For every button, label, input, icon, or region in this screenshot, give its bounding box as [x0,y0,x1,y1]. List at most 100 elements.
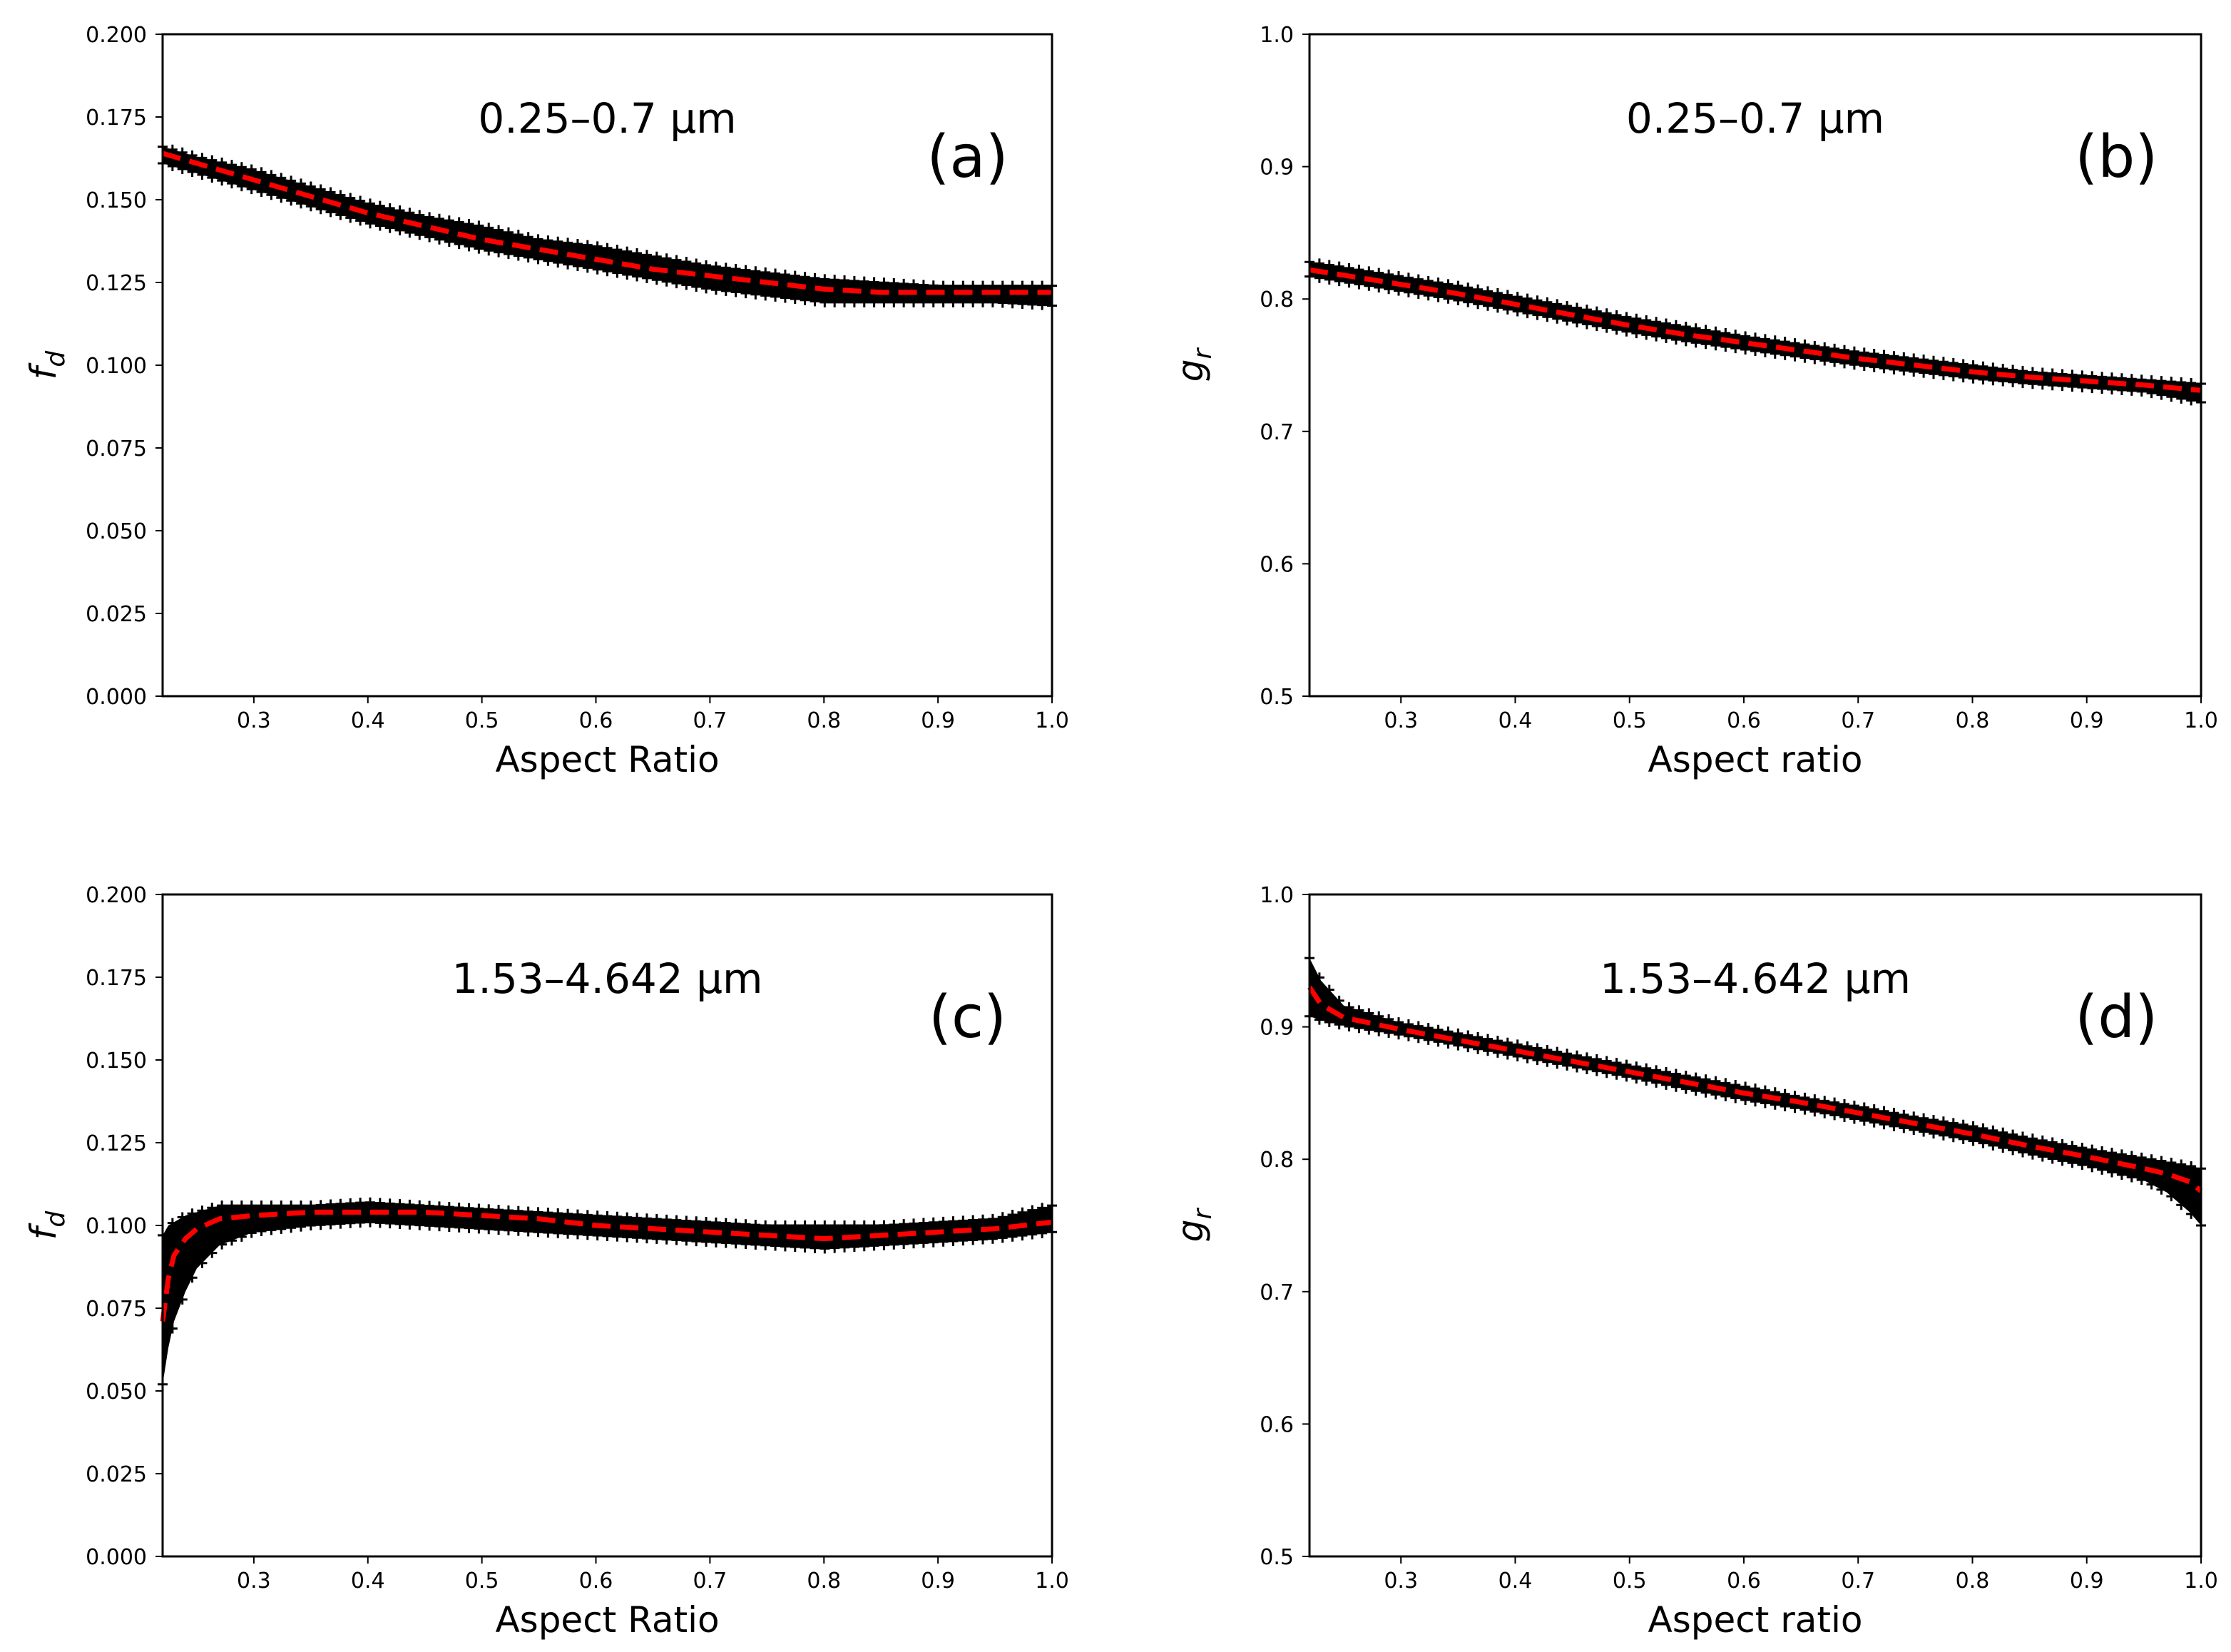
panel-a-sample-marker-53-0 [681,257,692,267]
panel-b-sample-marker-57-1 [1869,362,1879,372]
panel-d-xtick-label-7: 1.0 [2184,1569,2218,1594]
panel-a-sample-marker-15-1 [305,201,316,212]
panel-c-marks [158,1197,1057,1390]
panel-c-sample-marker-85-1 [997,1233,1008,1243]
panel-b-sample-marker-4-1 [1344,277,1354,288]
panel-c-xtick-label-0: 0.3 [237,1569,271,1594]
panel-b-sample-marker-24-1 [1542,312,1553,322]
panel-c-sample-marker-39-1 [543,1228,553,1238]
panel-d-sample-marker-26-0 [1562,1049,1573,1059]
panel-c-sample-marker-48-1 [632,1233,643,1243]
panel-a-sample-marker-35-0 [503,227,514,238]
panel-c-ytick-label-0: 0.000 [86,1545,147,1570]
panel-c-ytick-label-1: 0.025 [86,1462,147,1487]
panel-d-xtick-label-4: 0.7 [1841,1569,1875,1594]
panel-a-sample-marker-44-1 [592,264,603,275]
panel-c-sample-marker-25-0 [404,1199,415,1210]
panel-b-sample-marker-34-1 [1641,330,1652,340]
panel-d-xtick-label-2: 0.5 [1613,1569,1647,1594]
panel-d-sample-marker-11-0 [1413,1021,1424,1031]
panel-a-sample-marker-12-1 [276,193,287,203]
panel-c-ylabel-sub: d [41,1210,71,1228]
panel-d-sample-marker-63-0 [1929,1114,1939,1125]
panel-d-sample-marker-71-0 [2008,1129,2018,1140]
panel-c-sample-marker-81-1 [958,1235,969,1246]
panel-a-sample-marker-9-0 [246,164,257,175]
panel-a-xtick-label-1: 0.4 [351,708,385,733]
panel-d-sample-marker-48-0 [1780,1088,1790,1099]
panel-b-sample-marker-25-1 [1552,313,1563,324]
panel-c-sample-marker-89-0 [1037,1203,1048,1213]
panel-a-sample-marker-80-1 [948,297,959,307]
panel-c-sample-marker-38-1 [533,1227,543,1238]
panel-b-sample-marker-87-0 [2166,377,2177,387]
panel-c-sample-marker-31-1 [464,1223,474,1233]
panel-d-sample-marker-61-1 [1909,1124,1919,1135]
panel-c-sample-marker-83-1 [978,1234,989,1245]
panel-d-sample-marker-86-0 [2156,1156,2167,1166]
panel-c-sample-marker-72-0 [869,1220,879,1230]
panel-d-sample-marker-83-0 [2126,1151,2137,1161]
panel-d-sample-marker-30-0 [1601,1056,1612,1066]
panel-b-sample-marker-26-1 [1562,315,1573,326]
panel-d-sample-marker-67-1 [1968,1136,1979,1146]
panel-d-ytick-label-4: 0.9 [1260,1016,1294,1041]
panel-d-sample-marker-26-1 [1562,1060,1573,1071]
panel-b-sample-marker-53-1 [1829,357,1840,367]
panel-b-sample-marker-53-0 [1829,343,1840,354]
panel-b-sample-marker-18-1 [1483,300,1493,311]
panel-c-sample-marker-20-0 [355,1198,366,1208]
panel-a: 0.3 0.4 0.5 0.6 0.7 0.8 0.9 1.0 0.000 0.025 0.050 0… [23,23,1069,780]
panel-c-sample-marker-75-1 [899,1238,909,1249]
panel-d-sample-marker-2-1 [1324,1017,1334,1028]
panel-b-sample-marker-68-0 [1978,361,1988,372]
panel-d-sample-marker-89-0 [2186,1161,2197,1171]
panel-c-sample-marker-39-0 [543,1208,553,1218]
panel-a-sample-marker-84-0 [987,280,998,291]
panel-b-sample-marker-35-0 [1651,317,1662,327]
panel-a-sample-marker-89-1 [1037,300,1048,310]
panel-a-sample-marker-54-1 [691,281,702,292]
panel-a-sample-marker-9-1 [246,184,257,195]
panel-d-sample-marker-61-0 [1909,1111,1919,1122]
panel-b-sample-marker-29-0 [1591,306,1602,317]
panel-b-sample-marker-48-0 [1780,337,1790,347]
panel-a-sample-marker-77-0 [918,280,929,290]
panel-c-sample-marker-56-0 [710,1217,721,1228]
panel-b-sample-marker-85-1 [2146,388,2157,399]
panel-d-sample-marker-89-1 [2186,1208,2197,1219]
panel-d-sample-marker-17-0 [1473,1032,1484,1043]
panel-a-sample-marker-64-0 [790,270,800,281]
panel-b-sample-marker-61-1 [1909,367,1919,377]
panel-c-sample-marker-41-0 [563,1208,573,1219]
panel-b-sample-marker-32-0 [1621,312,1632,322]
panel-c-sample-marker-21-0 [364,1197,375,1208]
panel-c-ytick-label-6: 0.150 [86,1049,147,1074]
panel-a-sample-marker-53-1 [681,280,692,290]
panel-a-sample-marker-20-1 [355,215,366,226]
panel-a-sample-marker-61-0 [760,267,771,277]
panel-c-sample-marker-29-1 [444,1221,454,1232]
panel-d-sample-marker-63-1 [1929,1128,1939,1139]
panel-a-sample-marker-55-0 [701,260,712,270]
panel-b-sample-marker-50-0 [1799,340,1810,350]
panel-a-sample-marker-39-1 [543,255,553,266]
panel-d-fit-line [1307,985,2203,1193]
panel-c-sample-marker-13-0 [286,1200,297,1211]
panel-a-ytick-label-4: 0.100 [86,354,147,379]
panel-a-sample-marker-43-1 [582,262,593,273]
panel-b-sample-marker-45-1 [1750,345,1760,356]
panel-a-sample-marker-21-1 [364,218,375,229]
panel-b-sample-marker-1-0 [1314,258,1324,269]
panel-a-sample-marker-28-0 [434,213,444,224]
panel-a-sample-marker-17-0 [325,187,336,198]
panel-b-ytick-label-4: 0.9 [1260,155,1294,180]
panel-c-sample-marker-53-0 [681,1215,692,1226]
panel-b-ticks: 0.3 0.4 0.5 0.6 0.7 0.8 0.9 1.0 0.5 0.6 0.7 0.8 0.9 1… [1260,23,2218,733]
panel-d-ytick-label-2: 0.7 [1260,1280,1294,1305]
panel-b-sample-marker-72-0 [2018,366,2028,377]
panel-c-sample-marker-8-1 [236,1231,247,1242]
panel-d-sample-marker-65-1 [1948,1132,1959,1143]
panel-a-sample-marker-40-1 [553,258,563,268]
panel-a-sample-marker-56-0 [710,261,721,272]
